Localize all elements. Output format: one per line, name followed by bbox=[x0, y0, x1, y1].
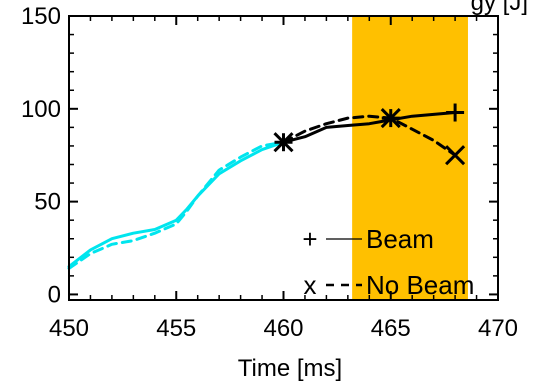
x-tick-label-2: 460 bbox=[263, 315, 303, 342]
legend-entry-1: x No Beam bbox=[304, 270, 475, 300]
series-line-no-beam-1 bbox=[282, 114, 457, 157]
y-tick-label-1: 50 bbox=[34, 189, 61, 216]
legend-label-1: No Beam bbox=[366, 270, 474, 300]
x-tick-label-1: 455 bbox=[156, 315, 196, 342]
x-axis-title: Time [ms] bbox=[238, 355, 342, 382]
x-tick-label-3: 465 bbox=[371, 315, 411, 342]
legend-symbol-1: x bbox=[304, 270, 317, 300]
marker-no-beam-0 bbox=[273, 132, 294, 153]
x-tick-label-0: 450 bbox=[49, 315, 89, 342]
legend-entry-0: + Beam bbox=[302, 224, 434, 254]
shaded-region bbox=[352, 16, 468, 300]
legend-label-0: Beam bbox=[366, 224, 434, 254]
marker-no-beam-2 bbox=[445, 145, 466, 166]
y-tick-label-3: 150 bbox=[21, 3, 61, 30]
series-line-beam-1 bbox=[282, 111, 457, 144]
series-line-beam-0 bbox=[67, 140, 285, 269]
x-tick-label-4: 470 bbox=[478, 315, 518, 342]
legend-symbol-0: + bbox=[302, 224, 317, 254]
top-right-partial-label: gy [J] bbox=[471, 0, 528, 16]
series-line-no-beam-0 bbox=[67, 140, 285, 270]
marker-beam-2 bbox=[446, 103, 465, 122]
y-tick-label-0: 0 bbox=[48, 281, 61, 308]
marker-no-beam-1 bbox=[380, 108, 401, 129]
y-tick-label-2: 100 bbox=[21, 96, 61, 123]
